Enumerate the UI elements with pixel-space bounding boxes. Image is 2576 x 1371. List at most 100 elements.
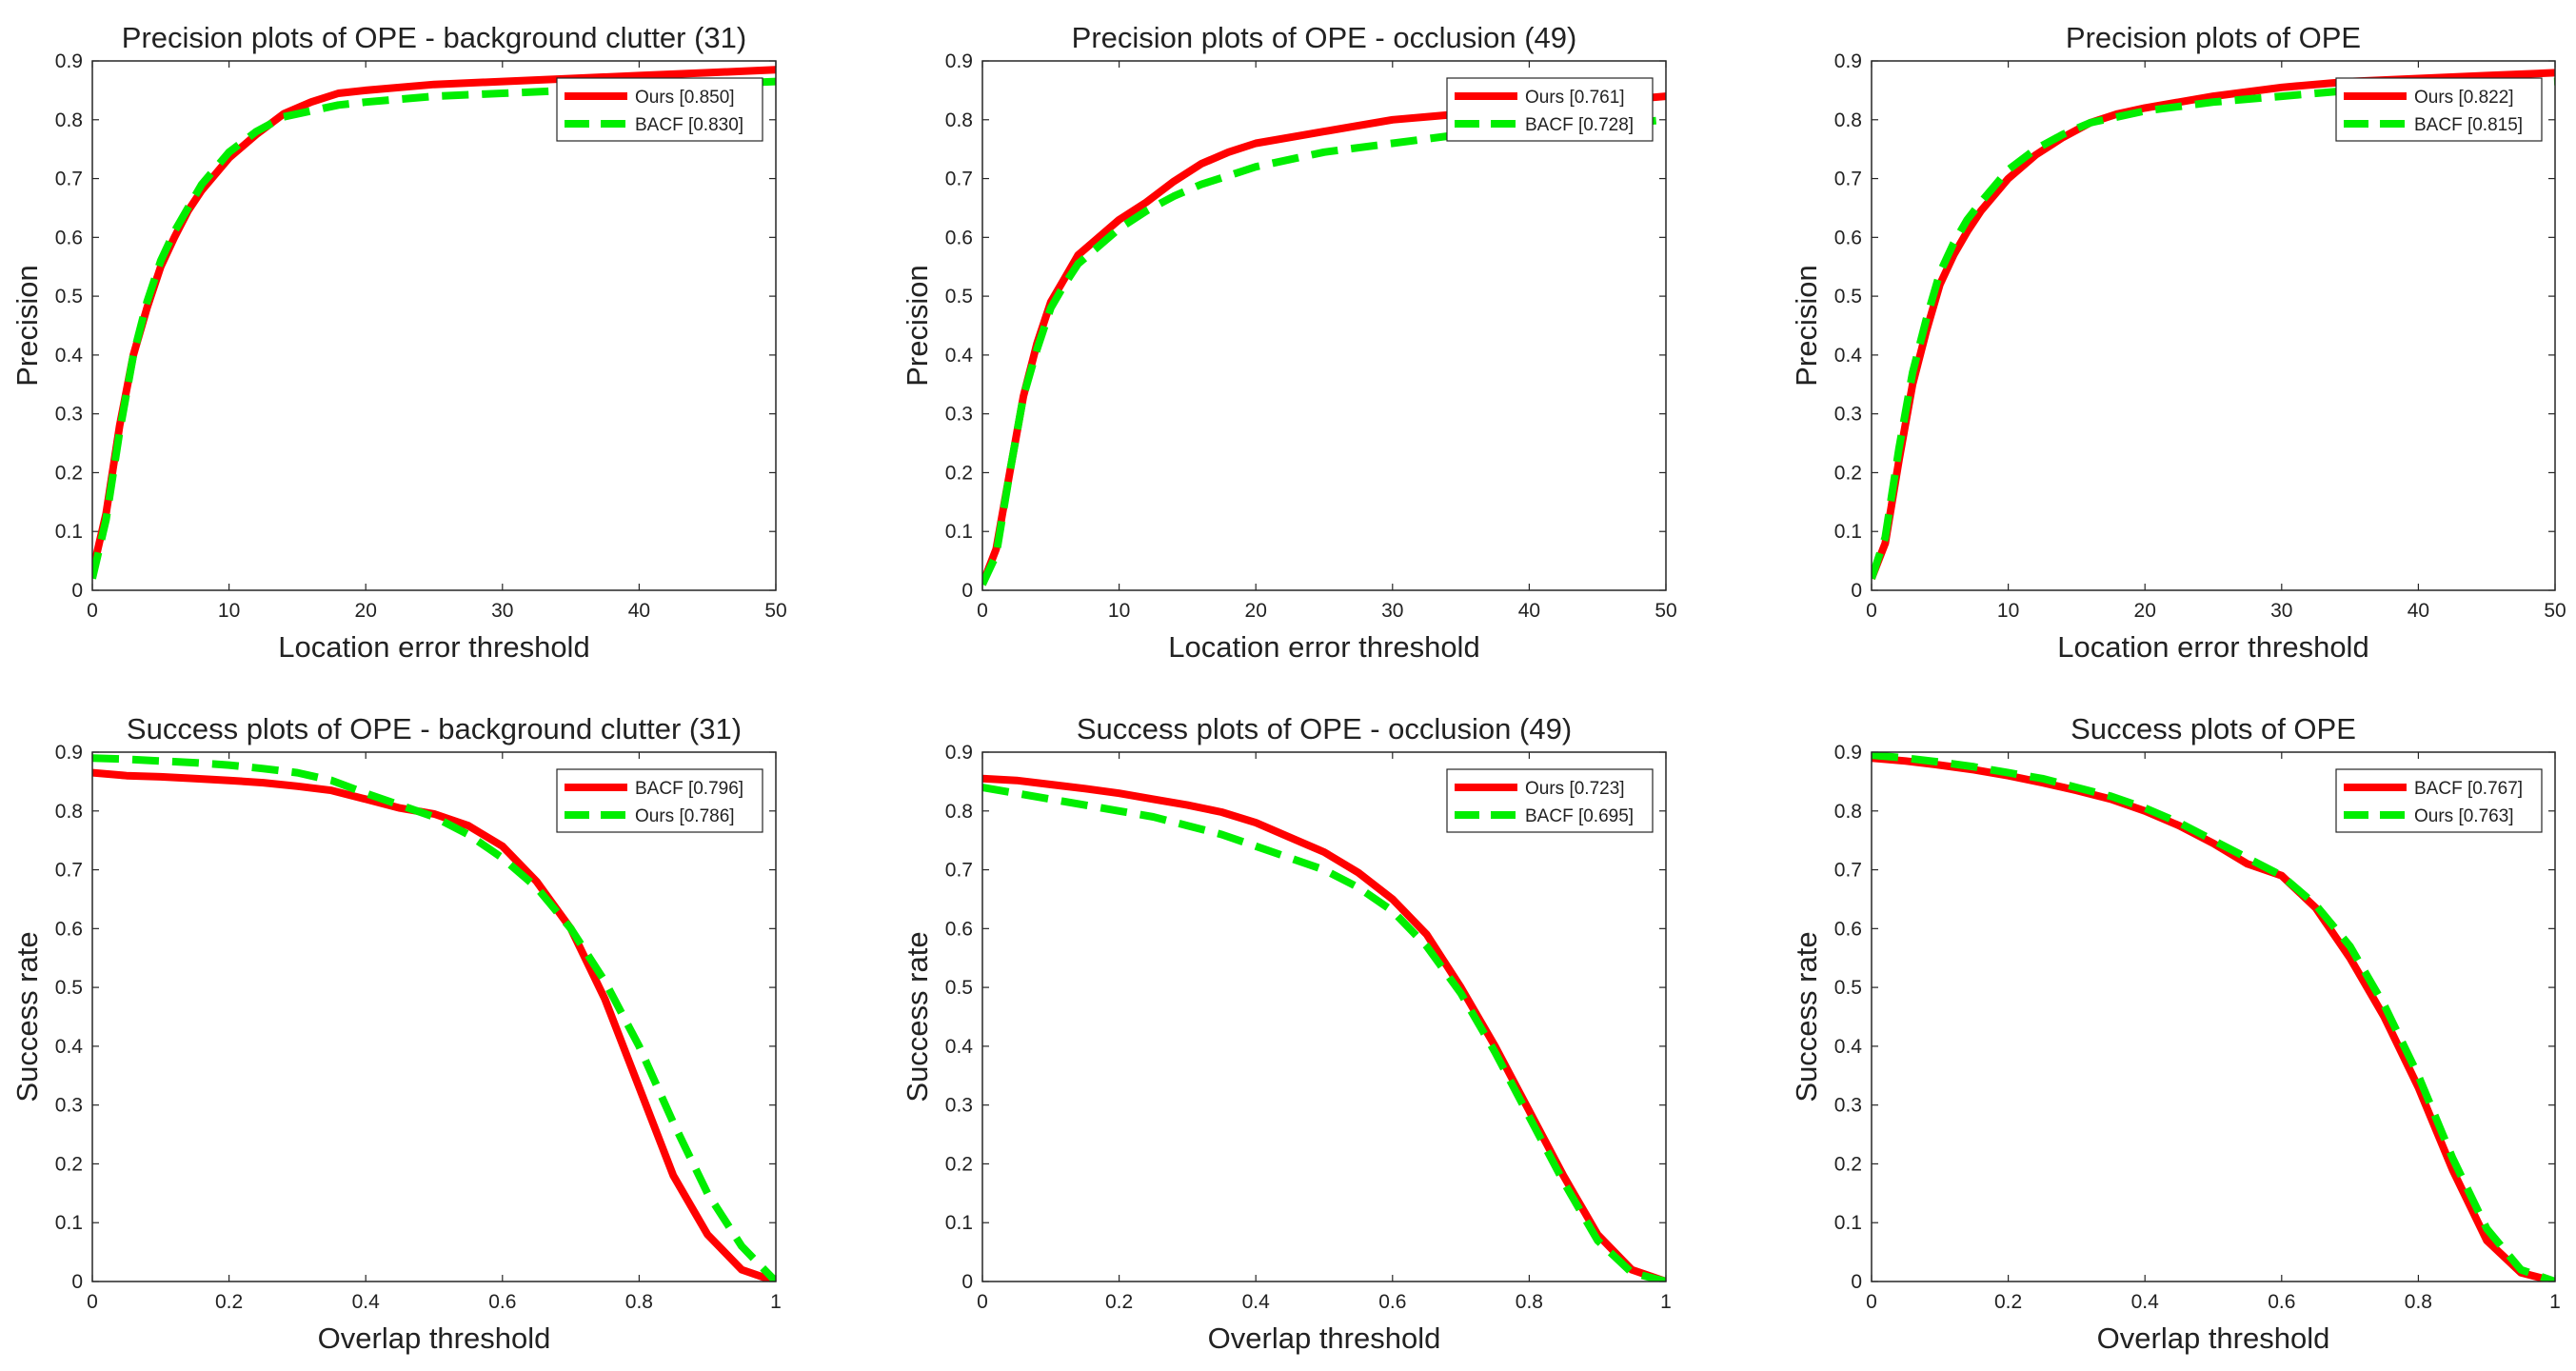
legend: BACF [0.796] Ours [0.786] [556,768,763,833]
y-axis-label: Success rate [1790,931,1823,1102]
legend-box [1446,77,1654,142]
legend-box [2335,768,2543,833]
chart-panel-2: 0 10 20 30 40 50 0 0.1 0.2 0.3 0.4 0.5 0.6 0.7 0.8 0.9 O… [901,21,1677,664]
x-tick-label: 0 [87,1291,98,1313]
y-tick-label: 0.7 [945,169,973,190]
x-tick-label: 20 [355,600,377,622]
chart-title: Success plots of OPE - occlusion (49) [1077,712,1572,745]
legend-label-1: BACF [0.767] [2414,779,2523,799]
x-tick-label: 0 [87,600,98,622]
y-tick-label: 0.8 [1834,109,1862,131]
y-tick-label: 0 [1851,1271,1862,1293]
y-tick-label: 0.1 [1834,521,1862,543]
y-tick-label: 0.3 [1834,1095,1862,1117]
y-tick-label: 0.6 [1834,227,1862,248]
y-axis-label: Success rate [10,931,44,1102]
y-tick-label: 0.6 [945,918,973,940]
x-tick-label: 1 [1660,1291,1672,1313]
x-tick-label: 50 [1655,600,1676,622]
x-tick-label: 20 [2134,600,2156,622]
x-tick-label: 50 [2544,600,2566,622]
series-line-2 [1872,77,2555,580]
plot-area [982,752,1666,1282]
x-tick-label: 0.2 [215,1291,243,1313]
plot-area [92,752,776,1282]
x-axis-label: Overlap threshold [318,1321,551,1355]
y-tick-label: 0.1 [55,1212,83,1234]
chart-panel-3: 0 10 20 30 40 50 0 0.1 0.2 0.3 0.4 0.5 0.6 0.7 0.8 0.9 O… [1790,21,2566,664]
y-tick-label: 0.3 [945,1095,973,1117]
chart-panel-1: 0 10 20 30 40 50 0 0.1 0.2 0.3 0.4 0.5 0.6 0.7 0.8 0.9 O… [10,21,787,664]
legend-label-1: Ours [0.850] [635,88,735,108]
y-tick-label: 0 [1851,580,1862,602]
y-tick-label: 0.5 [1834,977,1862,999]
y-tick-label: 0.4 [55,1036,84,1058]
y-tick-label: 0.1 [1834,1212,1862,1234]
y-tick-label: 0.7 [945,860,973,882]
x-tick-label: 0.2 [1105,1291,1133,1313]
y-tick-label: 0.9 [55,742,83,764]
legend-label-2: BACF [0.728] [1525,115,1634,135]
y-tick-label: 0.7 [1834,860,1862,882]
y-tick-label: 0.5 [55,286,83,308]
y-tick-label: 0.6 [55,227,83,248]
y-tick-label: 0.3 [1834,404,1862,426]
x-tick-label: 0.6 [2268,1291,2295,1313]
x-tick-label: 30 [1381,600,1403,622]
y-axis-label: Success rate [901,931,934,1102]
y-tick-label: 0.8 [945,109,973,131]
x-tick-label: 0.8 [625,1291,653,1313]
legend-label-2: BACF [0.830] [635,115,743,135]
y-tick-label: 0.7 [55,860,83,882]
y-tick-label: 0.1 [55,521,83,543]
x-axis-label: Overlap threshold [2097,1321,2330,1355]
y-tick-label: 0.6 [55,918,83,940]
chart-title: Success plots of OPE - background clutte… [127,712,742,745]
y-tick-label: 0.4 [945,1036,974,1058]
y-tick-label: 0.8 [945,801,973,823]
x-tick-label: 40 [1518,600,1540,622]
legend-box [556,768,763,833]
chart-panel-6: 0 0.2 0.4 0.6 0.8 1 0 0.1 0.2 0.3 0.4 0.5 0.6 0.7 0.8 0… [1790,712,2561,1355]
x-tick-label: 30 [2270,600,2292,622]
series-line-2 [982,115,1666,586]
x-tick-label: 1 [2549,1291,2561,1313]
x-tick-label: 0.4 [2131,1291,2160,1313]
y-tick-label: 0.4 [55,345,84,367]
series-line-1 [1872,754,2555,1282]
series-line-2 [92,77,776,580]
x-tick-label: 0.2 [1994,1291,2022,1313]
x-tick-label: 30 [491,600,513,622]
y-axis-label: Precision [1790,265,1823,387]
y-tick-label: 0.4 [1834,1036,1863,1058]
y-tick-label: 0.3 [945,404,973,426]
y-tick-label: 0.1 [945,521,973,543]
y-tick-label: 0.5 [1834,286,1862,308]
y-tick-label: 0.9 [1834,742,1862,764]
y-tick-label: 0.3 [55,404,83,426]
x-tick-label: 0 [1866,600,1877,622]
y-tick-label: 0.9 [945,742,973,764]
y-tick-label: 0.8 [55,109,83,131]
x-tick-label: 0.4 [1242,1291,1271,1313]
chart-title: Precision plots of OPE - occlusion (49) [1072,21,1577,54]
x-tick-label: 10 [218,600,240,622]
plot-frame [91,751,777,1282]
x-tick-label: 0 [977,1291,988,1313]
series-line-2 [982,784,1666,1282]
y-tick-label: 0.1 [945,1212,973,1234]
chart-panel-4: 0 0.2 0.4 0.6 0.8 1 0 0.1 0.2 0.3 0.4 0.5 0.6 0.7 0.8 0… [10,712,782,1355]
chart-title: Precision plots of OPE - background clut… [122,21,746,54]
y-tick-label: 0.7 [1834,169,1862,190]
y-tick-label: 0 [71,1271,83,1293]
y-tick-label: 0 [961,580,973,602]
legend-label-1: Ours [0.723] [1525,779,1625,799]
y-tick-label: 0 [71,580,83,602]
x-axis-label: Overlap threshold [1208,1321,1441,1355]
y-tick-label: 0.9 [1834,50,1862,72]
chart-panel-5: 0 0.2 0.4 0.6 0.8 1 0 0.1 0.2 0.3 0.4 0.5 0.6 0.7 0.8 0… [901,712,1672,1355]
x-tick-label: 40 [2408,600,2429,622]
y-tick-label: 0.9 [945,50,973,72]
x-tick-label: 0 [1866,1291,1877,1313]
